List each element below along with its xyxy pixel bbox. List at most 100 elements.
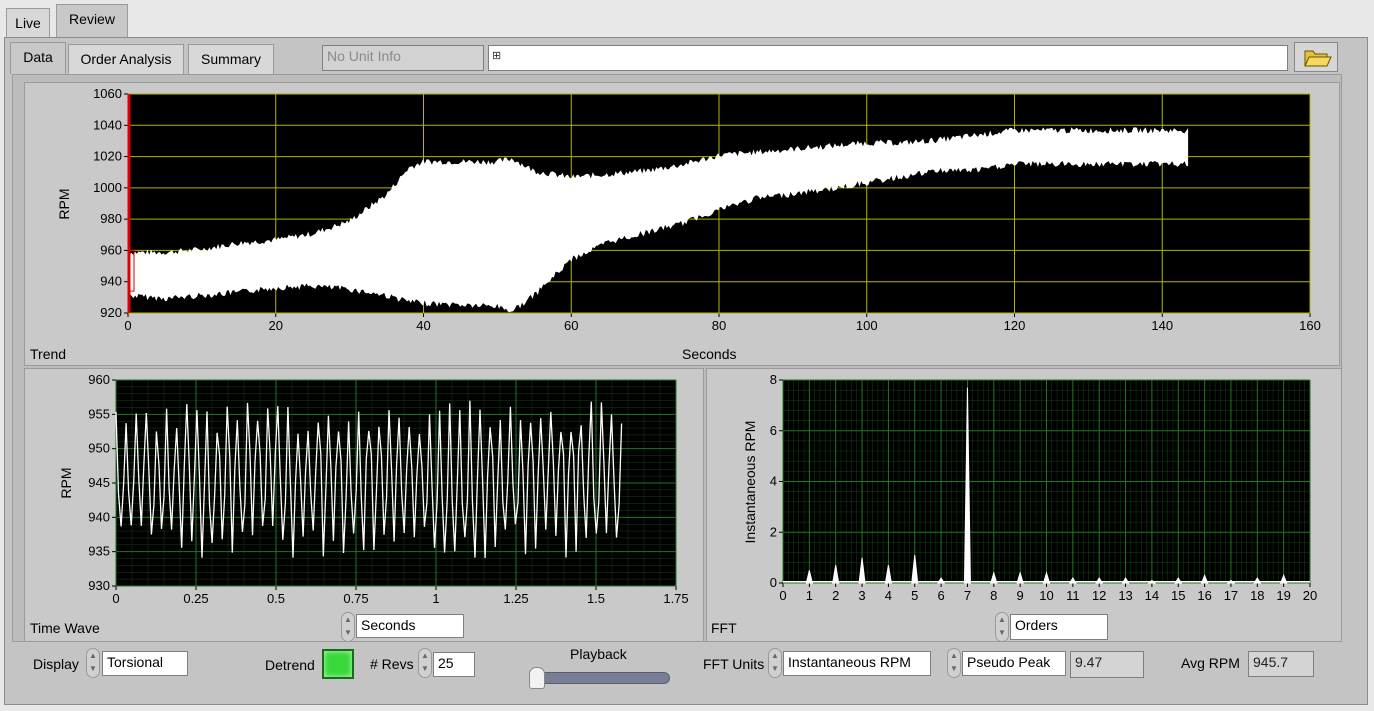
display-field[interactable]: Torsional bbox=[102, 651, 188, 676]
trend-ytick-label: 1060 bbox=[93, 86, 122, 101]
fft-peak bbox=[963, 387, 971, 584]
trend-xtick-label: 80 bbox=[712, 318, 726, 333]
tab-live[interactable]: Live bbox=[6, 8, 50, 38]
fft-peak bbox=[937, 576, 945, 584]
trend-ytick-label: 980 bbox=[100, 211, 122, 226]
tab-order-analysis[interactable]: Order Analysis bbox=[68, 44, 184, 74]
display-spinner[interactable]: ▲ ▼ bbox=[86, 648, 100, 678]
fft-peak bbox=[990, 571, 998, 584]
fft-xtick-label: 4 bbox=[885, 588, 892, 603]
tab-review-label: Review bbox=[69, 11, 115, 27]
fft-x-units-field[interactable]: Orders bbox=[1010, 614, 1108, 640]
playback-label: Playback bbox=[570, 646, 627, 662]
timewave-units-spinner[interactable]: ▲ ▼ bbox=[341, 612, 355, 642]
trend-series-band bbox=[128, 127, 1189, 313]
trend-xtick-label: 0 bbox=[124, 318, 131, 333]
fft-units-field[interactable]: Instantaneous RPM bbox=[783, 651, 931, 676]
timewave-series-line bbox=[115, 400, 623, 559]
trend-xtick-label: 60 bbox=[564, 318, 578, 333]
trend-ytick-label: 1000 bbox=[93, 180, 122, 195]
fft-xtick-label: 19 bbox=[1276, 588, 1290, 603]
tab-summary[interactable]: Summary bbox=[188, 44, 274, 74]
fft-peak bbox=[1095, 576, 1104, 584]
timewave-xtick-label: 1 bbox=[432, 591, 439, 606]
timewave-ylabel: RPM bbox=[58, 467, 74, 499]
fft-xtick-label: 18 bbox=[1250, 588, 1264, 603]
fft-peak bbox=[832, 565, 840, 584]
fft-peak bbox=[1279, 574, 1288, 584]
fft-peak bbox=[911, 555, 919, 584]
tab-review[interactable]: Review bbox=[56, 4, 128, 38]
fft-xtick-label: 17 bbox=[1224, 588, 1238, 603]
trend-ylabel: RPM bbox=[56, 188, 72, 220]
trend-ytick-label: 920 bbox=[100, 305, 122, 320]
fft-ytick-label: 4 bbox=[770, 474, 777, 489]
fft-peak bbox=[1121, 576, 1130, 584]
fft-ytick-label: 8 bbox=[770, 372, 777, 387]
fft-units-x-spinner[interactable]: ▲ ▼ bbox=[995, 612, 1009, 642]
playback-slider-thumb[interactable] bbox=[529, 667, 545, 689]
fft-peak bbox=[1200, 574, 1209, 584]
timewave-units-field[interactable]: Seconds bbox=[356, 614, 464, 638]
fft-peak bbox=[858, 557, 866, 584]
fft-xtick-label: 14 bbox=[1145, 588, 1159, 603]
fft-xtick-label: 12 bbox=[1092, 588, 1106, 603]
fft-peak bbox=[1253, 576, 1262, 584]
trend-xtick-label: 40 bbox=[416, 318, 430, 333]
playback-slider[interactable] bbox=[529, 667, 670, 689]
browse-button[interactable] bbox=[1294, 42, 1338, 72]
fft-xtick-label: 0 bbox=[779, 588, 786, 603]
timewave-xtick-label: 0.25 bbox=[183, 591, 208, 606]
trend-caption: Trend bbox=[30, 346, 67, 362]
peak-mode-field[interactable]: Pseudo Peak bbox=[962, 651, 1066, 676]
tab-data[interactable]: Data bbox=[10, 42, 66, 74]
avg-rpm-display: 945.7 bbox=[1248, 651, 1314, 677]
fft-peak bbox=[805, 570, 813, 584]
trend-ytick-label: 1040 bbox=[93, 117, 122, 132]
fft-peak bbox=[1016, 571, 1024, 584]
fft-xtick-label: 20 bbox=[1303, 588, 1317, 603]
peak-value-display: 9.47 bbox=[1070, 651, 1144, 678]
timewave-chart: 0 0.25 0.5 0.75 1 1.25 1.5 1.75 930 935 940 945 950 9… bbox=[88, 372, 688, 606]
fft-ytick-label: 2 bbox=[770, 524, 777, 539]
revs-field[interactable]: 25 bbox=[433, 652, 475, 677]
display-label: Display bbox=[33, 656, 79, 672]
fft-peak bbox=[1042, 571, 1051, 584]
fft-xtick-label: 2 bbox=[832, 588, 839, 603]
tab-data-label: Data bbox=[23, 49, 53, 65]
timewave-xtick-label: 1.75 bbox=[663, 591, 688, 606]
trend-xtick-label: 140 bbox=[1151, 318, 1173, 333]
detrend-label: Detrend bbox=[265, 657, 315, 673]
tab-order-analysis-label: Order Analysis bbox=[80, 51, 172, 67]
trend-cursor-window bbox=[129, 249, 135, 292]
fft-peak bbox=[1174, 576, 1183, 584]
trend-chart: 0 20 40 60 80 100 120 140 160 920 940 960 980 1000 102… bbox=[93, 86, 1321, 333]
detrend-toggle[interactable] bbox=[322, 649, 354, 679]
unit-info-field: No Unit Info bbox=[322, 45, 484, 71]
revs-spinner[interactable]: ▲ ▼ bbox=[418, 648, 432, 678]
fft-caption: FFT bbox=[711, 620, 737, 636]
avg-rpm-label: Avg RPM bbox=[1181, 655, 1240, 671]
timewave-xtick-label: 0 bbox=[112, 591, 119, 606]
fft-units-label: FFT Units bbox=[703, 656, 765, 672]
fft-xtick-label: 15 bbox=[1171, 588, 1185, 603]
fft-xtick-label: 8 bbox=[990, 588, 997, 603]
fft-units-spinner[interactable]: ▲ ▼ bbox=[768, 648, 782, 678]
fft-peak bbox=[1147, 579, 1157, 584]
peak-mode-spinner[interactable]: ▲ ▼ bbox=[947, 648, 961, 678]
trend-xlabel: Seconds bbox=[682, 346, 737, 362]
tab-live-label: Live bbox=[15, 15, 41, 31]
fft-ylabel: Instantaneous RPM bbox=[742, 420, 758, 544]
path-icon: ⊞ bbox=[492, 50, 502, 62]
timewave-xtick-label: 1.25 bbox=[503, 591, 528, 606]
revs-label: # Revs bbox=[370, 656, 414, 672]
timewave-xtick-label: 0.5 bbox=[267, 591, 285, 606]
trend-xtick-label: 100 bbox=[856, 318, 878, 333]
trend-xtick-label: 120 bbox=[1004, 318, 1026, 333]
timewave-ytick-label: 950 bbox=[88, 441, 110, 456]
fft-xtick-label: 1 bbox=[806, 588, 813, 603]
fft-peak bbox=[1068, 576, 1077, 584]
file-path-input[interactable]: ⊞ bbox=[488, 45, 1288, 71]
